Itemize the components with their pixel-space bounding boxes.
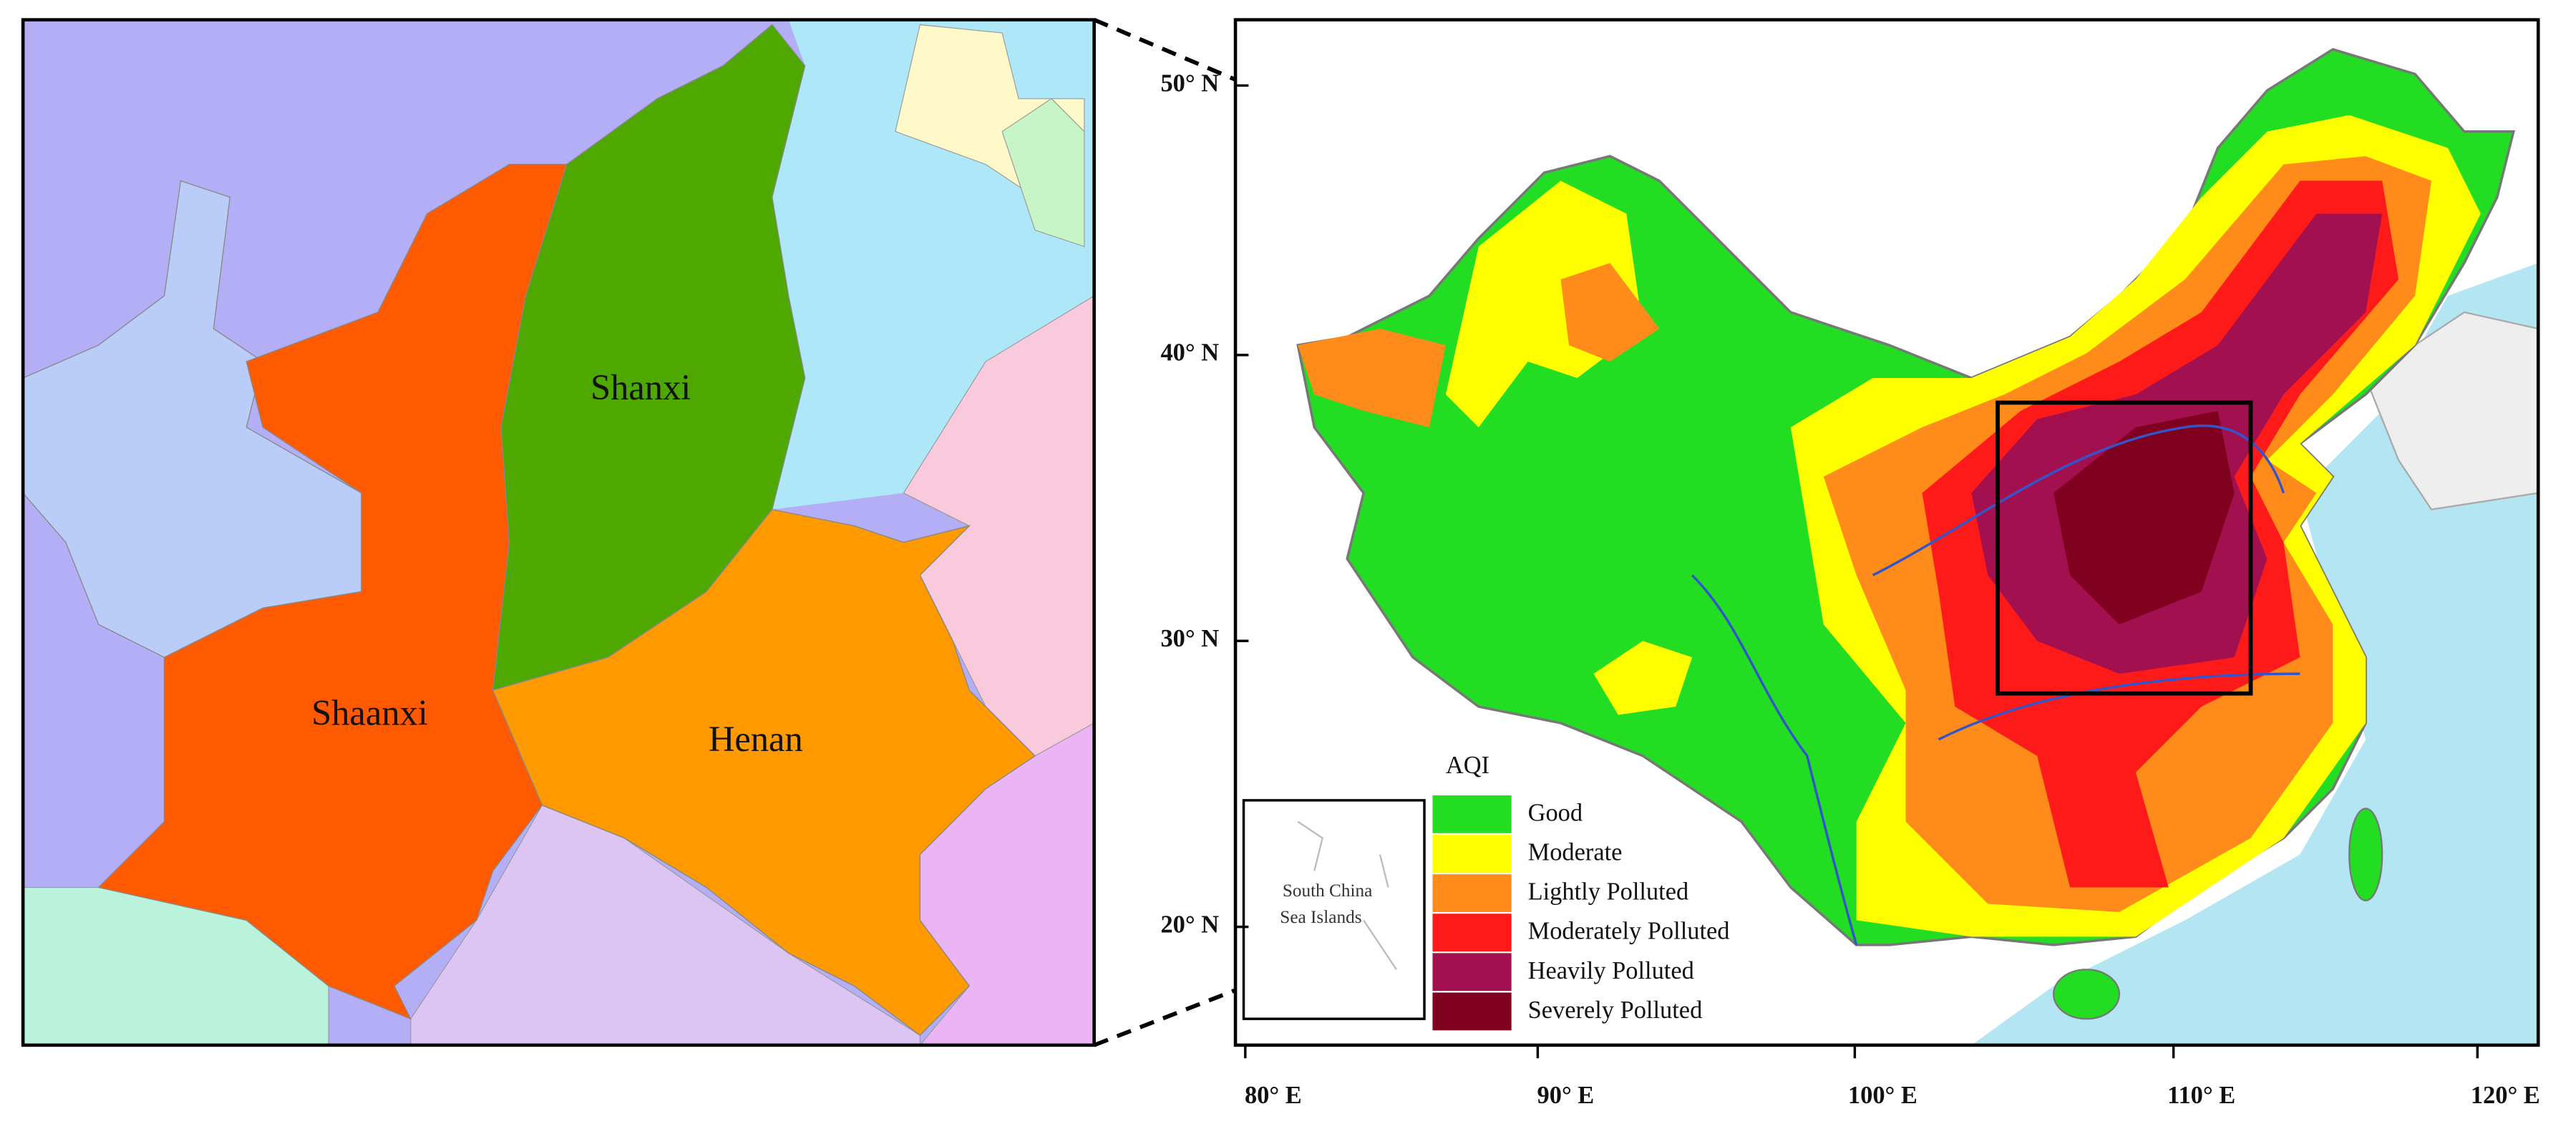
aqi-severely: [2053, 410, 2235, 625]
legend-swatch: [1432, 795, 1512, 833]
lon-label: 110° E: [2167, 1082, 2235, 1109]
legend: Good Moderate Lightly Polluted Moderately P…: [1432, 795, 1730, 1031]
river: [1938, 672, 2300, 741]
frame: [21, 18, 1096, 1047]
sea: [1971, 263, 2539, 1045]
province-label: Shaanxi: [311, 692, 428, 732]
inset-label: South China: [1283, 881, 1372, 901]
province-henan: [492, 508, 1036, 1037]
legend-label: Lightly Polluted: [1528, 878, 1689, 906]
aqi-moderate: [1593, 641, 1693, 715]
aqi-light: [1560, 263, 1660, 362]
lat-label: 30° N: [1160, 625, 1219, 652]
river: [1872, 424, 2285, 576]
province-label: Henan: [709, 719, 803, 759]
legend-title: AQI: [1446, 752, 1489, 779]
region: [1001, 98, 1085, 248]
legend-swatch: [1432, 835, 1512, 873]
lon-label: 120° E: [2471, 1082, 2540, 1109]
river: [1691, 574, 1858, 946]
legend-swatch: [1432, 914, 1512, 952]
axis-ticks: 50° N 40° N 30° N 20° N 80° E 90° E 100° E 110°…: [1160, 69, 2539, 1109]
left-map: Shanxi Shaanxi Henan: [21, 18, 1096, 1047]
frame: [1233, 18, 2540, 1047]
legend-label: Good: [1528, 799, 1583, 826]
lon-label: 80° E: [1245, 1082, 1302, 1109]
study-area: [1996, 400, 2253, 696]
lat-label: 20° N: [1160, 911, 1219, 939]
legend-label: Moderately Polluted: [1528, 918, 1730, 945]
province-label: Shanxi: [590, 367, 691, 407]
inset: [1242, 799, 1426, 1020]
legend-swatch: [1432, 992, 1512, 1031]
legend-label: Moderate: [1528, 839, 1623, 866]
inset-lines: [1297, 820, 1397, 970]
lat-label: 50° N: [1160, 69, 1219, 97]
right-map: South China Sea Islands AQI Good Moderate…: [1160, 18, 2540, 1109]
legend-label: Severely Polluted: [1528, 997, 1703, 1024]
island: [2348, 808, 2383, 902]
lon-label: 90° E: [1537, 1082, 1595, 1109]
inset-label: Sea Islands: [1280, 908, 1361, 927]
aqi-moderate: [1445, 180, 1643, 427]
legend-swatch: [1432, 953, 1512, 992]
legend-swatch: [1432, 874, 1512, 912]
lon-label: 100° E: [1848, 1082, 1918, 1109]
legend-label: Heavily Polluted: [1528, 957, 1694, 984]
island: [2052, 969, 2121, 1020]
region: [22, 180, 362, 658]
lat-label: 40° N: [1160, 339, 1219, 367]
aqi-light: [1298, 329, 1446, 427]
